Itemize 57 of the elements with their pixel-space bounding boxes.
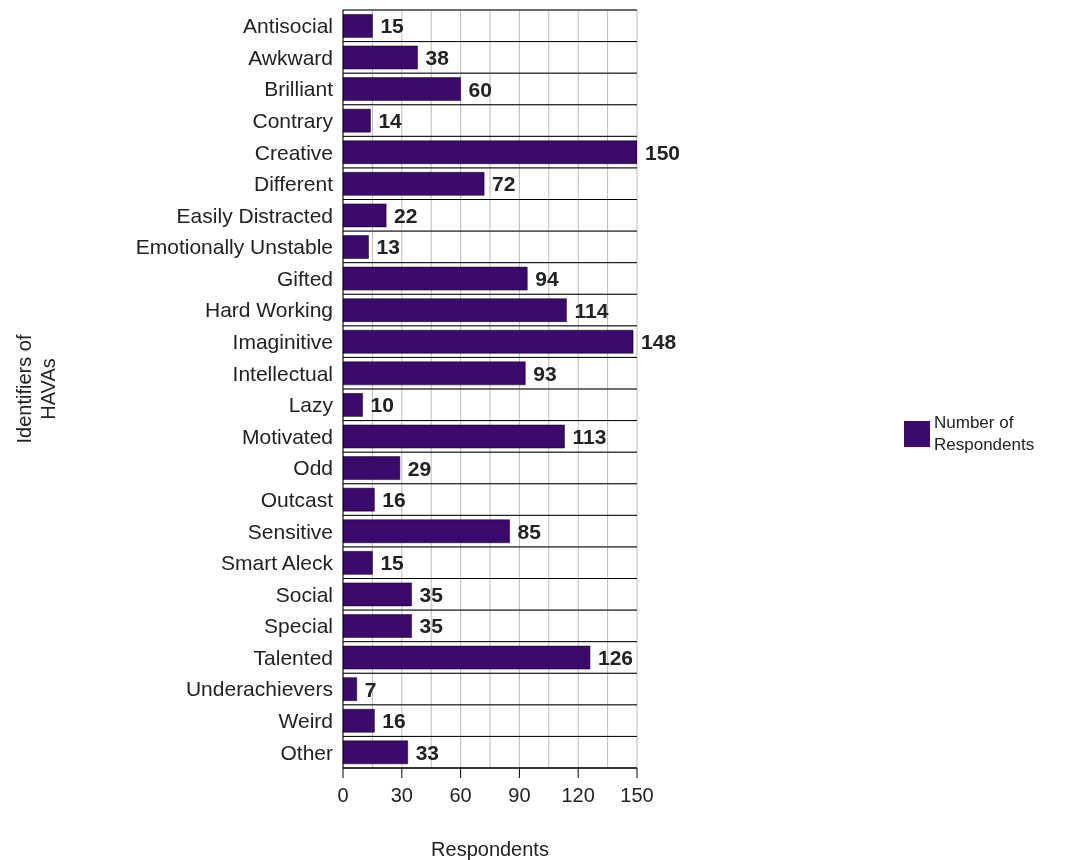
x-tick-label: 30	[390, 784, 413, 806]
data-label: 114	[574, 298, 609, 322]
y-tick-label: Outcast	[260, 488, 334, 511]
y-tick-label: Odd	[293, 456, 333, 480]
y-tick-label: Motivated	[241, 424, 333, 448]
data-label: 150	[645, 140, 681, 164]
legend-label: Number of Respondents	[934, 412, 1036, 456]
x-tick-label: 60	[449, 784, 472, 806]
x-tick-label: 120	[561, 784, 595, 806]
y-tick-label: Emotionally Unstable	[135, 235, 333, 259]
data-label: 60	[468, 77, 492, 101]
y-tick-label: Other	[280, 740, 333, 764]
y-tick-label: Awkward	[248, 45, 333, 69]
data-label: 93	[533, 361, 557, 385]
y-tick-label: Brilliant	[264, 77, 334, 101]
y-tick-label: Gifted	[276, 266, 333, 290]
data-label: 85	[517, 519, 542, 543]
data-label: 16	[382, 488, 406, 512]
y-tick-label: Intellectual	[232, 361, 333, 385]
data-label: 126	[597, 646, 634, 670]
data-label: 148	[641, 330, 677, 354]
data-label: 15	[380, 551, 405, 575]
y-tick-label: Social	[275, 582, 333, 606]
data-label: 35	[419, 582, 444, 606]
y-tick-label: Hard Working	[205, 298, 333, 322]
y-tick-label: Easily Distracted	[176, 203, 333, 227]
x-tick-label: 150	[620, 784, 654, 806]
data-label: 22	[394, 203, 418, 227]
data-label: 15	[380, 14, 405, 38]
data-label: 72	[492, 172, 516, 196]
data-label: 38	[425, 45, 450, 69]
y-tick-label: Talented	[253, 645, 333, 669]
y-tick-label: Contrary	[252, 109, 334, 132]
y-tick-label: Weird	[278, 709, 333, 733]
y-tick-label: Imaginitive	[232, 330, 333, 354]
y-tick-label: Underachievers	[185, 677, 333, 701]
data-label: 113	[572, 424, 607, 448]
data-label: 16	[382, 709, 406, 733]
data-label: 10	[370, 393, 394, 417]
y-tick-label: Antisocial	[243, 14, 333, 38]
data-label: 29	[407, 456, 432, 480]
data-label: 35	[419, 614, 444, 638]
x-axis-title: Respondents	[431, 838, 549, 860]
data-label: 33	[415, 740, 440, 764]
data-label: 7	[364, 677, 377, 701]
x-tick-label: 90	[508, 784, 531, 806]
data-label: 14	[378, 109, 403, 133]
y-axis-title: Identifiers of HAVAs	[12, 333, 60, 446]
y-tick-label: Different	[254, 172, 334, 196]
y-tick-label: Lazy	[288, 393, 334, 417]
data-label: 94	[535, 267, 559, 291]
data-label: 13	[376, 235, 400, 259]
y-tick-label: Special	[264, 614, 333, 638]
y-tick-label: Smart Aleck	[220, 551, 334, 575]
x-tick-label: 0	[337, 784, 349, 806]
y-tick-label: Sensitive	[247, 519, 333, 543]
y-tick-label: Creative	[254, 140, 333, 164]
